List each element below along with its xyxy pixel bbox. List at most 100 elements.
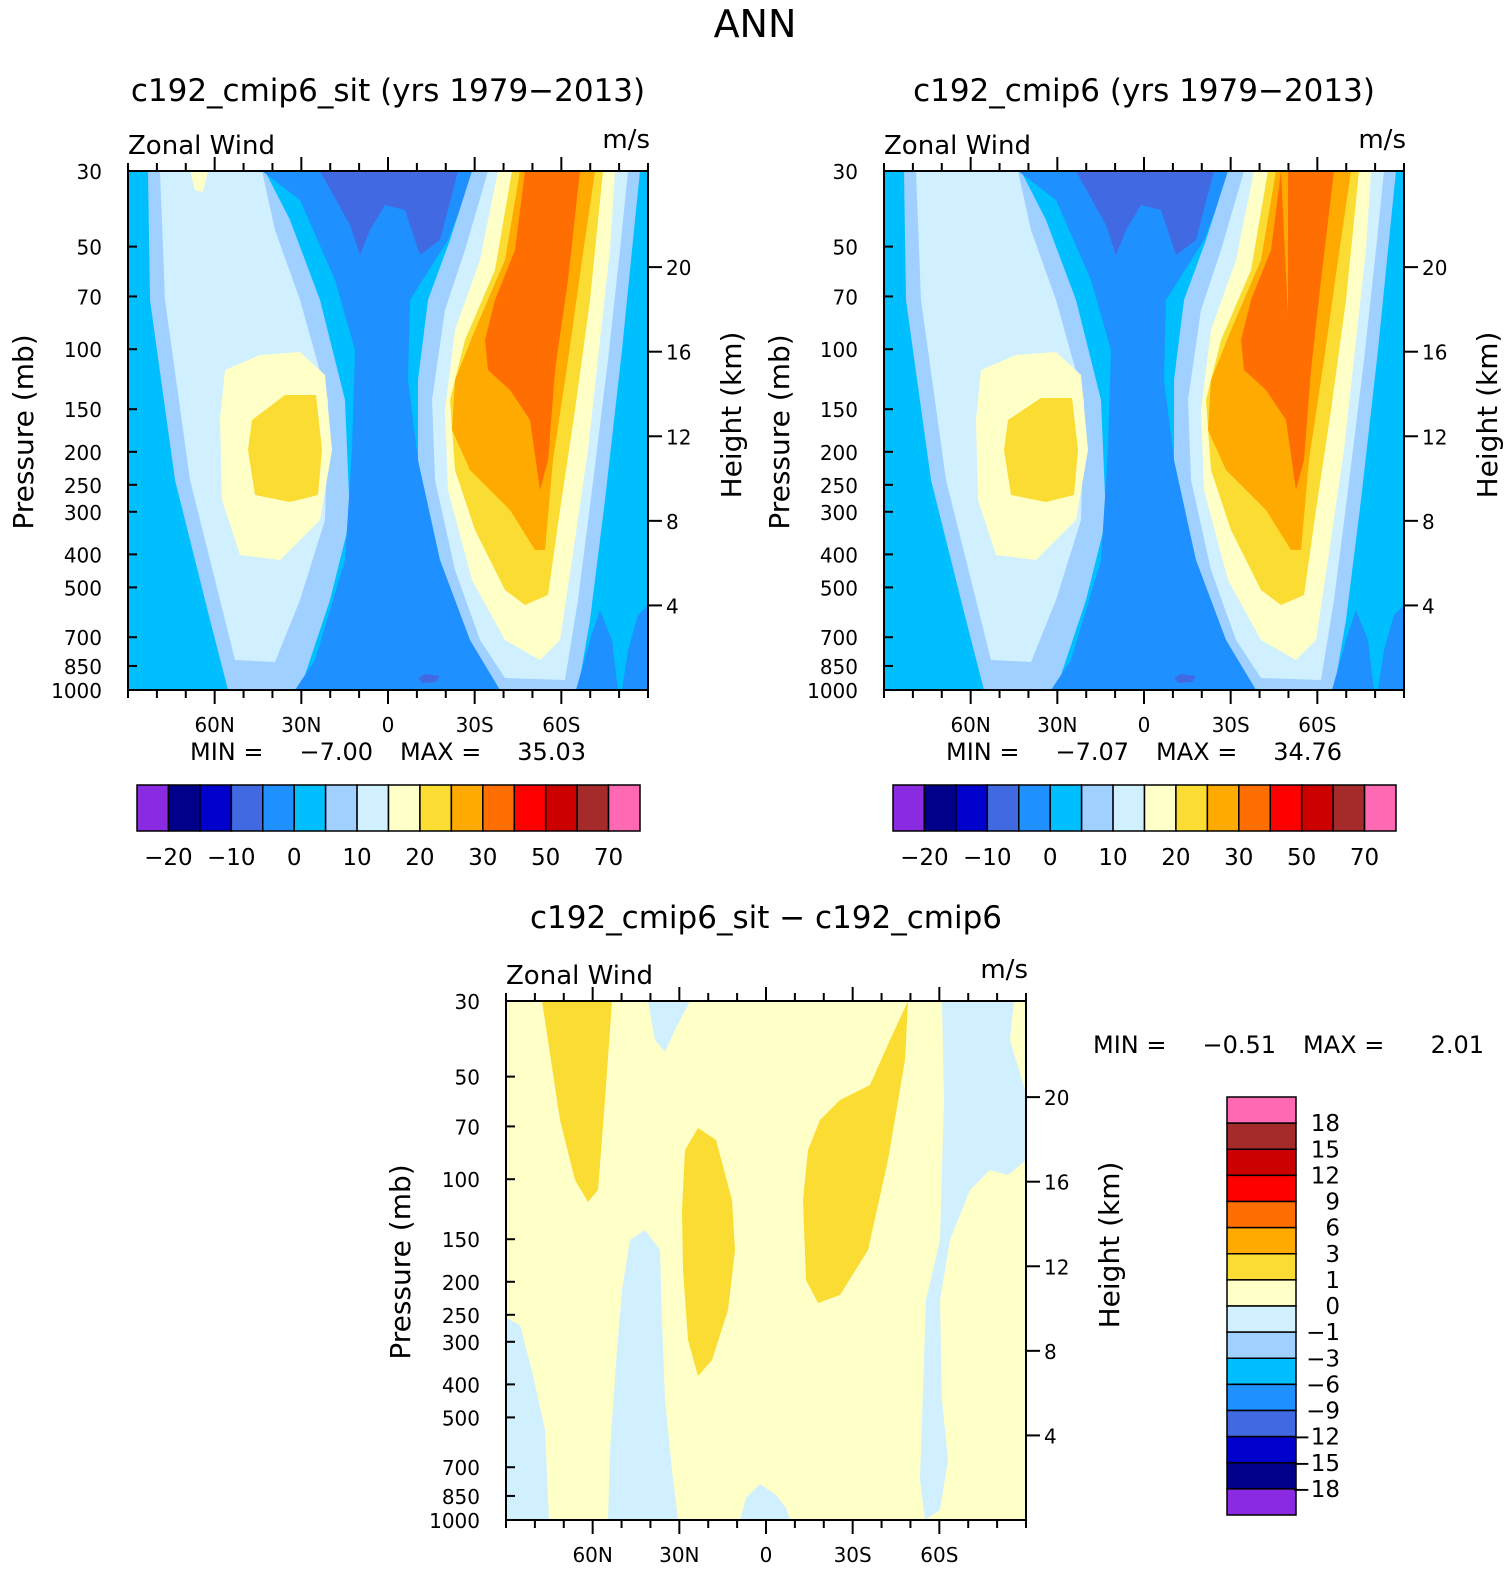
colorbar-swatch bbox=[576, 784, 610, 832]
y-tick-label: 150 bbox=[442, 1228, 480, 1252]
y-axis-label: Pressure (mb) bbox=[384, 1164, 417, 1359]
x-tick-label: 60N bbox=[194, 713, 234, 737]
contour-shapes bbox=[884, 171, 1404, 690]
min-max-readout: MIN = −7.00 MAX = 35.03 bbox=[190, 738, 586, 766]
y-tick-label: 700 bbox=[64, 626, 102, 650]
min-label: MIN = bbox=[190, 738, 263, 766]
y-tick-label: 100 bbox=[64, 338, 102, 362]
panel-model-control: c192_cmip6 (yrs 1979−2013) Zonal Wind m/… bbox=[763, 73, 1504, 871]
colorbar-label: −10 bbox=[207, 845, 256, 871]
y-tick-label: 400 bbox=[64, 543, 102, 567]
y-tick-label: 150 bbox=[64, 398, 102, 422]
max-label: MAX = bbox=[1303, 1031, 1384, 1059]
y2-axis: 20 16 12 8 4 bbox=[1404, 256, 1447, 618]
x-tick-label: 30S bbox=[834, 1543, 872, 1567]
contour-field bbox=[506, 1001, 1026, 1520]
colorbar: −20 −10 0 10 20 30 50 70 bbox=[136, 784, 641, 871]
min-label: MIN = bbox=[1093, 1031, 1166, 1059]
y-tick-label: 500 bbox=[442, 1406, 480, 1430]
colorbar-swatch bbox=[199, 784, 233, 832]
y-tick-label: 700 bbox=[442, 1456, 480, 1480]
y2-tick-label: 12 bbox=[666, 425, 691, 449]
colorbar-label: −1 bbox=[1306, 1320, 1340, 1346]
y2-tick-label: 8 bbox=[1044, 1340, 1057, 1364]
colorbar-label: 10 bbox=[342, 845, 371, 871]
y2-tick-label: 8 bbox=[666, 510, 679, 534]
max-value: 35.03 bbox=[517, 738, 586, 766]
colorbar-swatch bbox=[419, 784, 453, 832]
y-tick-label: 50 bbox=[833, 236, 858, 260]
y-tick-label: 850 bbox=[442, 1485, 480, 1509]
colorbar-label: −18 bbox=[1291, 1477, 1340, 1503]
y-tick-label: 1000 bbox=[429, 1509, 480, 1533]
y2-axis-label: Height (km) bbox=[1093, 1162, 1126, 1329]
max-value: 2.01 bbox=[1431, 1031, 1484, 1059]
y2-tick-label: 16 bbox=[666, 341, 691, 365]
x-tick-label: 30S bbox=[1212, 713, 1250, 737]
colorbar-label: 3 bbox=[1325, 1242, 1340, 1268]
colorbar-label: 20 bbox=[405, 845, 434, 871]
units-label: m/s bbox=[1358, 125, 1406, 155]
y-tick-label: 100 bbox=[442, 1168, 480, 1192]
x-axis: 60N 30N 0 30S 60S bbox=[883, 157, 1405, 737]
x-tick-label: 0 bbox=[382, 713, 395, 737]
colorbar-swatch bbox=[607, 784, 641, 832]
colorbar-swatch bbox=[1226, 1096, 1297, 1124]
y2-axis: 20 16 12 8 4 bbox=[648, 256, 691, 618]
colorbar-label: −3 bbox=[1306, 1346, 1340, 1372]
colorbar-swatch bbox=[1363, 784, 1397, 832]
y-tick-label: 300 bbox=[820, 501, 858, 525]
figure-title: ANN bbox=[714, 2, 797, 46]
colorbar-label: 12 bbox=[1311, 1163, 1340, 1189]
panel-difference: c192_cmip6_sit − c192_cmip6 Zonal Wind m… bbox=[384, 900, 1484, 1567]
colorbar-swatch bbox=[1226, 1488, 1297, 1516]
colorbar-swatch bbox=[230, 784, 264, 832]
y2-axis-label: Height (km) bbox=[1471, 332, 1504, 499]
y-tick-label: 850 bbox=[820, 655, 858, 679]
colorbar: −20 −10 0 10 20 30 50 70 bbox=[892, 784, 1397, 871]
y2-tick-label: 16 bbox=[1422, 341, 1447, 365]
colorbar-swatch bbox=[324, 784, 358, 832]
colorbar-swatch bbox=[167, 784, 201, 832]
y-tick-label: 50 bbox=[77, 236, 102, 260]
variable-label: Zonal Wind bbox=[128, 131, 275, 161]
min-max-readout: MIN = −7.07 MAX = 34.76 bbox=[946, 738, 1342, 766]
y2-tick-label: 16 bbox=[1044, 1171, 1069, 1195]
colorbar-swatch bbox=[293, 784, 327, 832]
colorbar-swatch bbox=[1175, 784, 1209, 832]
y-axis-label: Pressure (mb) bbox=[763, 334, 796, 529]
y2-tick-label: 4 bbox=[1044, 1424, 1057, 1448]
x-tick-label: 60S bbox=[1298, 713, 1336, 737]
y-tick-label: 30 bbox=[833, 160, 858, 184]
y2-axis-label: Height (km) bbox=[715, 332, 748, 499]
colorbar-label: −20 bbox=[144, 845, 193, 871]
y-tick-label: 70 bbox=[833, 285, 858, 309]
colorbar-label: 1 bbox=[1325, 1268, 1340, 1294]
colorbar-label: −15 bbox=[1291, 1451, 1340, 1477]
variable-label: Zonal Wind bbox=[506, 961, 653, 991]
panel-model-sit: c192_cmip6_sit (yrs 1979−2013) Zonal Win… bbox=[7, 73, 748, 871]
contour-field bbox=[128, 171, 648, 690]
x-axis: 60N 30N 0 30S 60S bbox=[505, 987, 1027, 1567]
colorbar-swatch bbox=[1226, 1226, 1297, 1255]
y-tick-label: 1000 bbox=[51, 679, 102, 703]
colorbar-label: 15 bbox=[1311, 1137, 1340, 1163]
colorbar-swatch bbox=[544, 784, 578, 832]
colorbar-label: 70 bbox=[1350, 845, 1379, 871]
colorbar-swatch bbox=[1018, 784, 1051, 832]
y-tick-label: 500 bbox=[820, 576, 858, 600]
colorbar-swatch bbox=[1112, 784, 1146, 832]
y-tick-label: 300 bbox=[442, 1331, 480, 1355]
panel-title: c192_cmip6_sit (yrs 1979−2013) bbox=[131, 73, 645, 109]
x-tick-label: 30N bbox=[1037, 713, 1077, 737]
x-tick-label: 30N bbox=[281, 713, 321, 737]
y-axis-label: Pressure (mb) bbox=[7, 334, 40, 529]
contour-shapes bbox=[128, 171, 648, 690]
y-tick-label: 30 bbox=[455, 990, 480, 1014]
colorbar-label: 50 bbox=[1287, 845, 1316, 871]
colorbar-swatch bbox=[1332, 784, 1366, 832]
